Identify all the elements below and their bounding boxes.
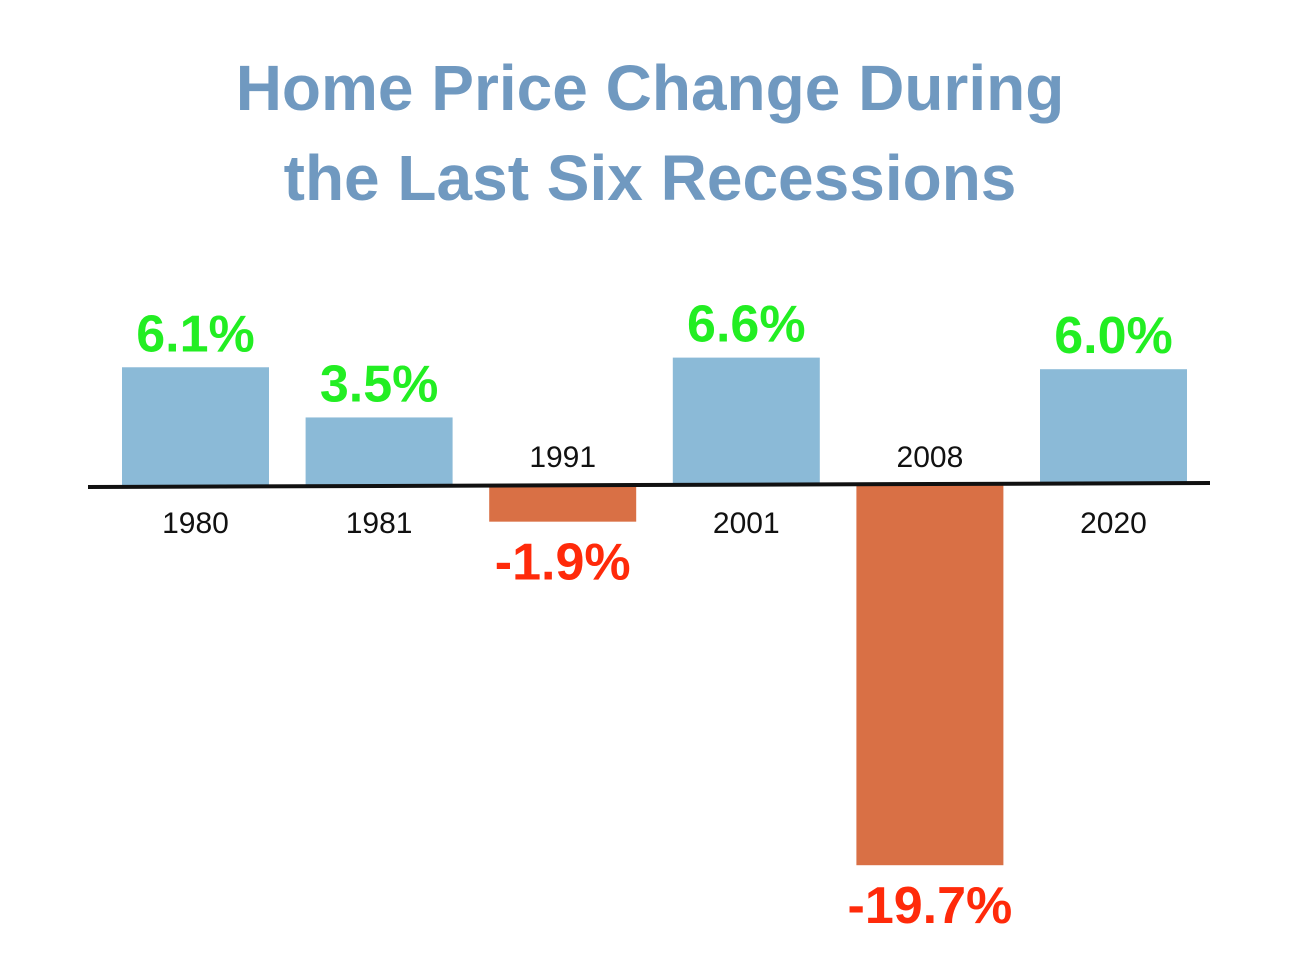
value-label-1991: -1.9% (495, 534, 631, 592)
bar-2020 (1040, 369, 1187, 485)
bar-2001 (672, 357, 820, 485)
category-label-1991: 1991 (529, 441, 596, 474)
x-axis-baseline (87, 481, 1211, 489)
value-label-2008: -19.7% (848, 877, 1013, 935)
value-label-2020: 6.0% (1054, 307, 1173, 365)
bar-1981 (305, 417, 453, 485)
category-label-2001: 2001 (713, 507, 780, 540)
category-label-2020: 2020 (1080, 507, 1147, 540)
chart-title-line-1: Home Price Change During (235, 52, 1065, 124)
bar-2008 (856, 485, 1004, 866)
chart-title-line-2: the Last Six Recessions (283, 142, 1017, 214)
bar-1991 (489, 485, 637, 522)
category-label-1981: 1981 (346, 507, 413, 540)
category-label-1980: 1980 (162, 507, 229, 540)
value-label-1981: 3.5% (320, 355, 439, 413)
value-label-2001: 6.6% (687, 296, 806, 354)
value-label-1980: 6.1% (136, 305, 255, 363)
bar-1980 (122, 367, 269, 485)
category-label-2008: 2008 (897, 441, 964, 474)
